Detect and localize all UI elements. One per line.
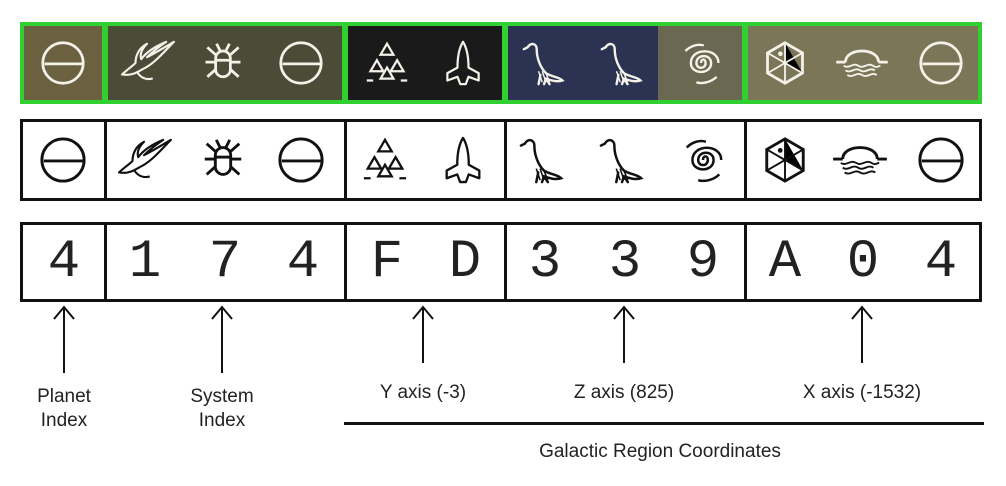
label-line: System [190, 386, 254, 407]
photo-group-x [744, 22, 982, 104]
rocket-icon [439, 136, 487, 184]
label-line: Planet [37, 386, 91, 407]
digit: 9 [686, 232, 720, 293]
digit-group-planet: 4 [20, 222, 107, 302]
digit: 0 [846, 232, 880, 293]
hexagon-icon [761, 136, 809, 184]
digit: 4 [47, 232, 81, 293]
sun-eclipse-icon [39, 136, 87, 184]
glyph-group-z [504, 119, 747, 201]
triangles-icon [364, 40, 410, 86]
x-axis-label: X axis (-1532) [802, 382, 922, 403]
digit: 7 [208, 232, 242, 293]
system-index-label: System Index [132, 385, 312, 433]
photo-background [348, 26, 502, 100]
arrow-up-icon [613, 305, 635, 363]
sun-eclipse-icon [917, 136, 965, 184]
glyph-group-x [744, 119, 982, 201]
z-axis-label: Z axis (825) [573, 382, 675, 403]
digit: 4 [924, 232, 958, 293]
sun-eclipse-icon [277, 136, 325, 184]
glyph-group-system [104, 119, 347, 201]
dinosaur-icon [599, 136, 647, 184]
digit: 4 [286, 232, 320, 293]
digit: 3 [608, 232, 642, 293]
spiral-icon [679, 136, 727, 184]
triangles-icon [361, 136, 409, 184]
digit-group-z: 3 3 9 [504, 222, 747, 302]
dinosaur-icon [519, 136, 567, 184]
sun-eclipse-icon [918, 40, 964, 86]
digit: 1 [128, 232, 162, 293]
arrow-up-icon [211, 305, 233, 373]
dinosaur-icon [600, 40, 646, 86]
bird-icon [115, 136, 173, 184]
label-line: Index [40, 410, 88, 431]
arrow-up-icon [851, 305, 873, 363]
region-underline [344, 422, 984, 425]
photo-group-y [344, 22, 506, 104]
photo-glyph-strip [20, 22, 982, 104]
arrow-up-icon [412, 305, 434, 363]
photo-group-z [504, 22, 746, 104]
digit-group-x: A 0 4 [744, 222, 982, 302]
digit: D [448, 232, 482, 293]
sun-eclipse-icon [278, 40, 324, 86]
digit-group-system: 1 7 4 [104, 222, 347, 302]
hexagon-icon [762, 40, 808, 86]
digit: A [768, 232, 802, 293]
arrow-up-icon [53, 305, 75, 373]
spiral-icon [678, 40, 724, 86]
sunset-waves-icon [831, 136, 889, 184]
dinosaur-icon [522, 40, 568, 86]
digit-group-y: F D [344, 222, 507, 302]
planet-index-label: Planet Index [0, 385, 154, 433]
glyph-group-planet [20, 119, 107, 201]
photo-group-system [104, 22, 346, 104]
photo-group-planet [20, 22, 106, 104]
bug-icon [199, 136, 247, 184]
bug-icon [200, 40, 246, 86]
digit: 3 [528, 232, 562, 293]
sunset-waves-icon [834, 40, 890, 86]
sun-eclipse-icon [40, 40, 86, 86]
y-axis-label: Y axis (-3) [379, 382, 467, 403]
glyph-group-y [344, 119, 507, 201]
rocket-icon [440, 40, 486, 86]
galactic-region-label: Galactic Region Coordinates [539, 441, 781, 462]
bird-icon [118, 38, 176, 86]
label-line: Index [198, 410, 246, 431]
digit: F [370, 232, 404, 293]
